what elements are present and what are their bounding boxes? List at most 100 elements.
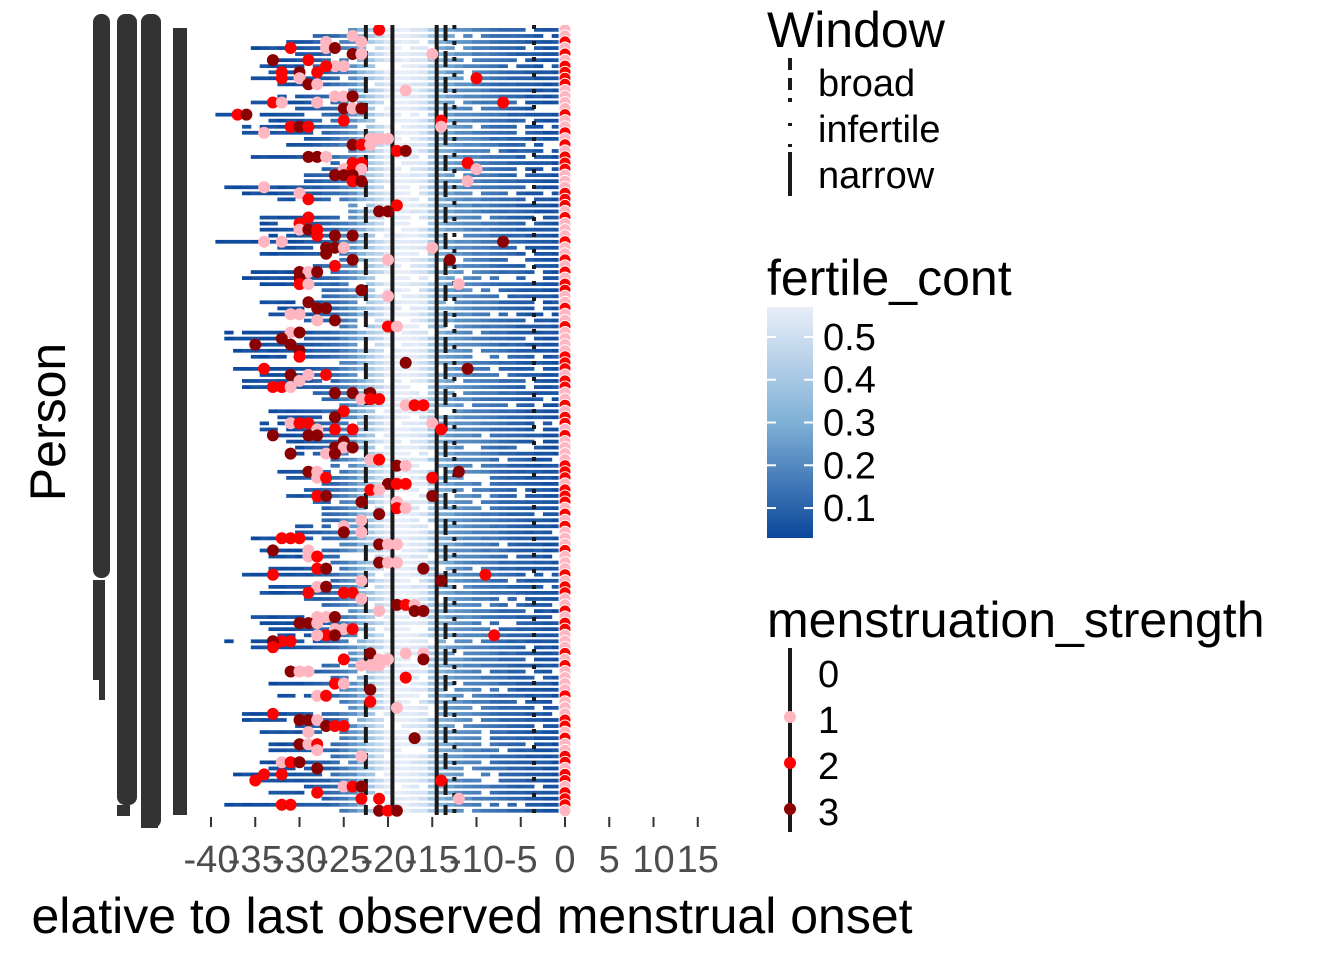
heat-cell bbox=[454, 361, 464, 365]
heat-cell bbox=[419, 548, 429, 553]
heat-cell bbox=[489, 760, 500, 765]
heat-cell bbox=[542, 245, 553, 250]
heat-cell bbox=[330, 270, 340, 274]
heat-cell bbox=[339, 494, 349, 498]
heat-cell bbox=[339, 548, 349, 553]
heat-cell bbox=[339, 482, 349, 486]
heat-cell bbox=[551, 221, 561, 226]
heat-cell bbox=[321, 621, 331, 626]
heat-cell bbox=[365, 233, 376, 238]
heat-cell bbox=[383, 790, 393, 795]
heat-cell bbox=[374, 469, 384, 474]
heat-cell bbox=[489, 185, 500, 190]
heat-cell bbox=[436, 748, 446, 753]
heat-cell bbox=[498, 639, 508, 644]
heat-cell bbox=[427, 512, 438, 517]
heat-cell bbox=[259, 645, 269, 650]
heat-cell bbox=[445, 276, 455, 280]
heat-cell bbox=[321, 312, 331, 317]
menstruation-point bbox=[302, 120, 315, 133]
heat-cell bbox=[321, 712, 331, 716]
menstruation-point bbox=[408, 732, 421, 745]
heat-cell bbox=[365, 58, 376, 63]
heat-cell bbox=[427, 518, 438, 523]
heat-cell bbox=[242, 276, 252, 280]
heat-cell bbox=[401, 58, 411, 63]
heat-cell bbox=[401, 754, 411, 759]
heat-cell bbox=[480, 633, 491, 638]
heat-cell bbox=[401, 512, 411, 517]
heat-cell bbox=[525, 754, 535, 759]
heat-cell bbox=[542, 276, 553, 280]
heat-cell bbox=[463, 143, 473, 147]
heat-cell bbox=[392, 536, 402, 541]
menstruation-point bbox=[266, 96, 279, 109]
heat-cell bbox=[286, 70, 296, 75]
heat-cell bbox=[383, 693, 393, 698]
heat-cell bbox=[454, 221, 464, 226]
heat-cell bbox=[534, 463, 544, 468]
heat-cell bbox=[454, 264, 464, 268]
heat-cell bbox=[383, 167, 393, 171]
heat-cell bbox=[542, 760, 553, 765]
heat-cell bbox=[551, 796, 561, 801]
heat-cell bbox=[472, 233, 482, 238]
heat-cell bbox=[507, 463, 517, 468]
heat-cell bbox=[480, 700, 491, 704]
heat-cell bbox=[303, 318, 314, 323]
heat-cell bbox=[312, 669, 323, 674]
heat-cell bbox=[419, 706, 429, 710]
heat-cell bbox=[516, 324, 526, 329]
heat-cell bbox=[401, 742, 411, 747]
heat-cell bbox=[374, 306, 384, 311]
heat-cell bbox=[321, 70, 331, 75]
heat-cell bbox=[401, 179, 411, 184]
menstruation-point bbox=[426, 417, 439, 430]
heat-cell bbox=[401, 500, 411, 504]
heat-cell bbox=[525, 397, 535, 402]
heat-cell bbox=[365, 518, 376, 523]
heat-cell bbox=[489, 700, 500, 704]
heat-cell bbox=[374, 70, 384, 75]
heat-cell bbox=[410, 554, 420, 559]
heat-cell bbox=[339, 506, 349, 511]
heat-cell bbox=[445, 476, 455, 480]
heat-cell bbox=[445, 724, 455, 728]
heat-cell bbox=[507, 185, 517, 190]
heat-cell bbox=[365, 252, 376, 256]
heat-cell bbox=[445, 239, 455, 244]
heat-cell bbox=[472, 578, 482, 583]
menstruation-point bbox=[337, 720, 350, 732]
heat-cell bbox=[454, 591, 464, 595]
heat-cell bbox=[516, 191, 526, 196]
heat-cell bbox=[489, 215, 500, 220]
heat-cell bbox=[454, 82, 464, 87]
heat-cell bbox=[383, 288, 393, 293]
heat-cell bbox=[498, 463, 508, 468]
heat-cell bbox=[392, 633, 402, 638]
heat-cell bbox=[268, 772, 278, 777]
heat-cell bbox=[286, 270, 296, 274]
heat-cell bbox=[445, 772, 455, 777]
heat-cell bbox=[330, 294, 340, 299]
heat-cell bbox=[410, 112, 420, 117]
heat-cell bbox=[534, 88, 544, 93]
heat-cell bbox=[268, 409, 278, 414]
heat-cell bbox=[489, 385, 500, 389]
heat-cell bbox=[357, 657, 367, 662]
heat-cell bbox=[392, 239, 402, 244]
heat-cell bbox=[365, 185, 376, 190]
heat-cell bbox=[463, 675, 473, 680]
heat-cell bbox=[454, 76, 464, 81]
heat-cell bbox=[463, 645, 473, 650]
heat-cell bbox=[339, 324, 349, 329]
heat-cell bbox=[312, 76, 323, 81]
heat-cell bbox=[312, 215, 323, 220]
heat-cell bbox=[357, 718, 367, 722]
heat-cell bbox=[454, 415, 464, 420]
heat-cell bbox=[498, 379, 508, 383]
heat-cell bbox=[498, 548, 508, 553]
heat-cell bbox=[312, 421, 323, 426]
heat-cell bbox=[445, 808, 455, 813]
heat-cell bbox=[312, 724, 323, 728]
